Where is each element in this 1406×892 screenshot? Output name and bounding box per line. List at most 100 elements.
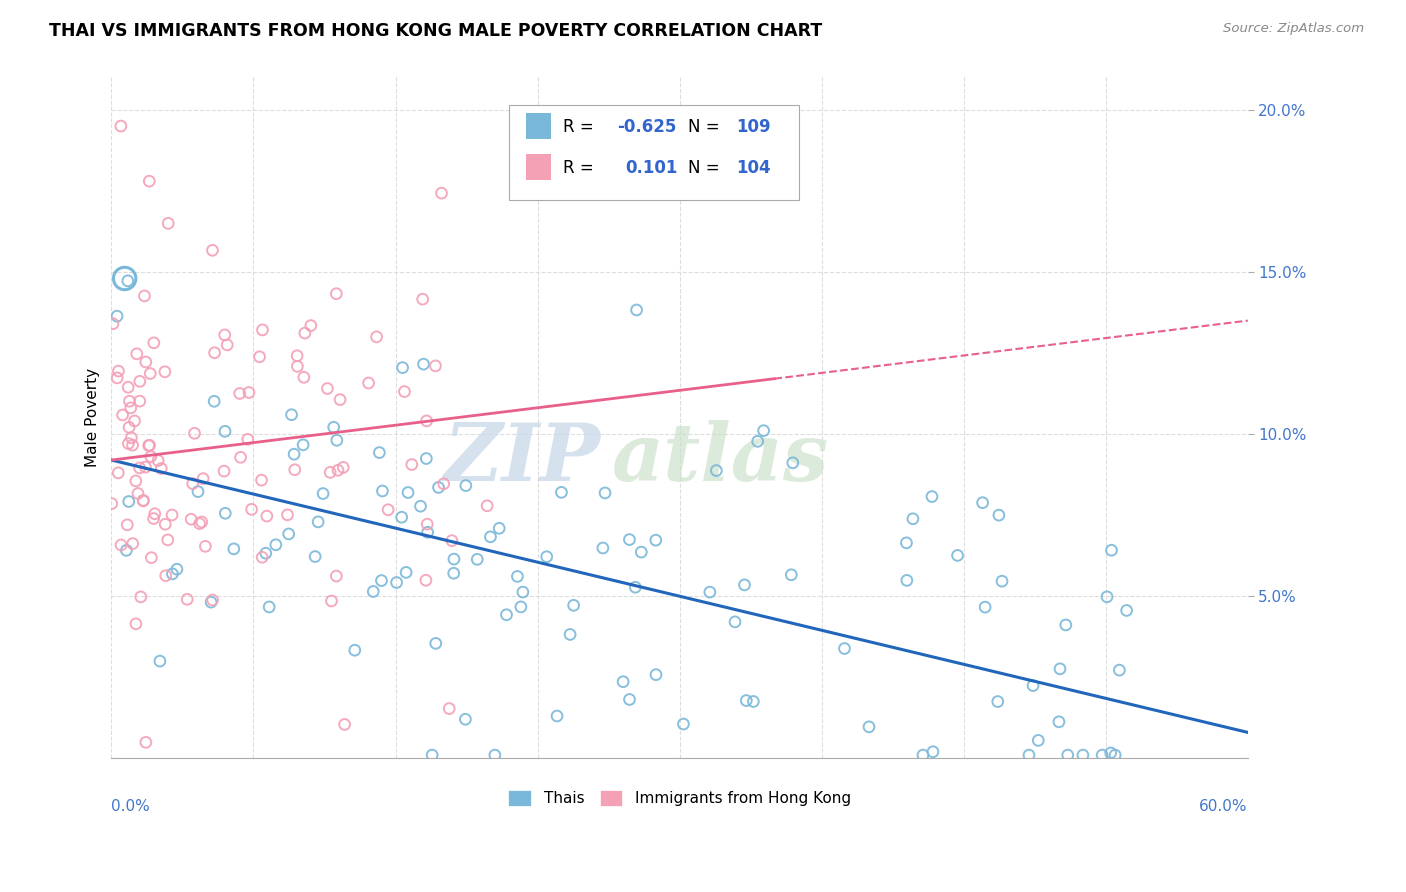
Point	[285, 349, 308, 363]
Point	[299, 318, 322, 333]
Point	[125, 474, 148, 488]
Point	[183, 426, 205, 441]
Point	[368, 445, 391, 459]
Point	[974, 600, 997, 615]
Point	[229, 450, 252, 465]
Point	[550, 485, 572, 500]
Point	[212, 464, 235, 478]
Point	[512, 585, 534, 599]
Text: 109: 109	[737, 118, 770, 136]
Point	[1115, 603, 1137, 617]
Point	[612, 674, 634, 689]
Point	[1095, 590, 1118, 604]
Point	[896, 536, 918, 550]
Point	[153, 365, 176, 379]
Point	[454, 478, 477, 492]
Point	[254, 546, 277, 560]
Point	[176, 592, 198, 607]
Point	[287, 359, 309, 374]
Point	[325, 286, 347, 301]
Point	[972, 496, 994, 510]
Point	[495, 607, 517, 622]
Point	[264, 538, 287, 552]
Point	[371, 483, 394, 498]
Point	[747, 434, 769, 449]
Point	[626, 303, 648, 318]
Point	[250, 473, 273, 487]
Point	[118, 394, 141, 409]
Point	[479, 530, 502, 544]
Point	[357, 376, 380, 390]
Point	[1049, 662, 1071, 676]
Point	[135, 355, 157, 369]
Point	[117, 517, 139, 532]
Point	[160, 508, 183, 522]
Point	[321, 594, 343, 608]
Point	[735, 693, 758, 707]
Point	[704, 464, 727, 478]
Point	[120, 401, 142, 415]
Point	[166, 562, 188, 576]
Point	[412, 357, 434, 371]
Point	[277, 527, 299, 541]
Point	[188, 516, 211, 531]
Point	[214, 506, 236, 520]
Point	[782, 456, 804, 470]
Point	[142, 335, 165, 350]
Point	[202, 394, 225, 409]
Point	[191, 515, 214, 529]
Point	[132, 493, 155, 508]
Point	[121, 536, 143, 550]
Point	[319, 466, 342, 480]
Point	[488, 521, 510, 535]
Point	[1101, 543, 1123, 558]
Point	[834, 641, 856, 656]
Point	[139, 450, 162, 464]
Text: Source: ZipAtlas.com: Source: ZipAtlas.com	[1223, 22, 1364, 36]
Point	[409, 499, 432, 513]
Text: R =: R =	[562, 118, 593, 136]
Point	[129, 590, 152, 604]
Point	[465, 552, 488, 566]
Point	[780, 567, 803, 582]
Point	[1099, 746, 1122, 760]
Point	[742, 694, 765, 708]
Point	[901, 512, 924, 526]
Point	[110, 119, 132, 133]
Point	[238, 385, 260, 400]
Point	[536, 549, 558, 564]
Point	[401, 458, 423, 472]
Point	[991, 574, 1014, 589]
Point	[141, 550, 163, 565]
Point	[135, 735, 157, 749]
Point	[440, 533, 463, 548]
Point	[416, 517, 439, 532]
Point	[1018, 748, 1040, 763]
Point	[252, 323, 274, 337]
Point	[425, 636, 447, 650]
Text: 104: 104	[737, 159, 770, 177]
Point	[128, 394, 150, 409]
Point	[307, 515, 329, 529]
Point	[332, 460, 354, 475]
Point	[149, 654, 172, 668]
Point	[506, 569, 529, 583]
Point	[427, 480, 450, 494]
Point	[201, 244, 224, 258]
Point	[110, 538, 132, 552]
Y-axis label: Male Poverty: Male Poverty	[86, 368, 100, 467]
Point	[128, 375, 150, 389]
Point	[316, 382, 339, 396]
Text: R =: R =	[562, 159, 593, 177]
FancyBboxPatch shape	[526, 113, 551, 139]
Text: N =: N =	[688, 118, 720, 136]
Point	[562, 599, 585, 613]
Point	[191, 472, 214, 486]
Point	[425, 359, 447, 373]
Point	[155, 517, 177, 532]
Point	[294, 326, 316, 340]
Point	[257, 599, 280, 614]
Point	[201, 593, 224, 607]
Point	[115, 543, 138, 558]
Point	[142, 511, 165, 525]
